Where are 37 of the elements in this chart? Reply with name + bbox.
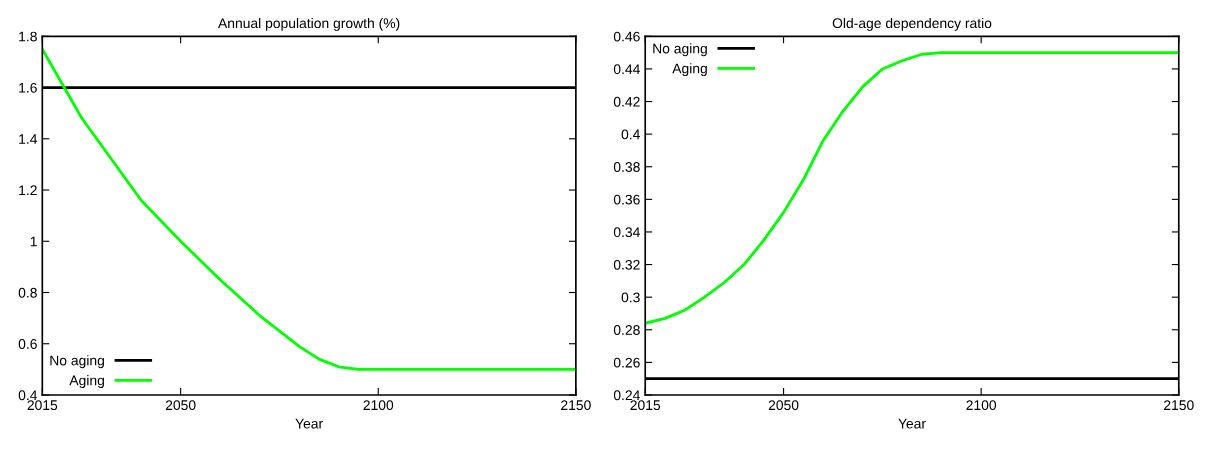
legend-label: Aging <box>69 375 104 389</box>
y-tick-label: 0.24 <box>613 390 640 401</box>
y-tick-label: 1.2 <box>19 185 37 196</box>
y-tick-label: 0.4 <box>18 390 38 401</box>
y-tick-label: 0.3 <box>621 292 640 303</box>
y-tick-label: 0.26 <box>613 357 640 368</box>
x-tick-label: 2015 <box>27 400 58 411</box>
y-tick-label: 0.46 <box>613 31 640 42</box>
x-tick-label: 2150 <box>561 400 591 411</box>
x-tick-label: 2015 <box>630 400 661 411</box>
x-tick-label: 2050 <box>768 400 799 411</box>
y-tick-label: 0.36 <box>613 194 640 205</box>
y-tick-label: 0.32 <box>613 259 640 270</box>
y-tick-label: 1.4 <box>19 134 38 144</box>
y-tick-label: 0.6 <box>18 339 37 349</box>
legend-label: No aging <box>50 355 104 369</box>
y-tick-label: 0.4 <box>621 129 640 140</box>
y-tick-label: 1 <box>30 236 37 247</box>
x-tick-label: 2050 <box>165 400 196 411</box>
y-tick-label: 0.34 <box>613 227 640 238</box>
y-tick-label: 0.38 <box>613 162 640 172</box>
chart-title: Old-age dependency ratio <box>832 17 992 31</box>
x-axis-title: Year <box>295 418 323 429</box>
x-axis-title: Year <box>898 418 926 429</box>
chart-title: Annual population growth (%) <box>218 17 400 31</box>
x-tick-label: 2100 <box>966 400 997 411</box>
y-tick-label: 1.8 <box>19 31 37 42</box>
y-tick-label: 1.6 <box>19 82 37 93</box>
y-tick-label: 0.42 <box>613 96 640 107</box>
line-series <box>42 47 576 371</box>
x-tick-label: 2150 <box>1164 400 1194 411</box>
legend-label: Aging <box>672 63 707 77</box>
x-tick-label: 2100 <box>363 400 394 411</box>
y-tick-label: 0.8 <box>18 287 37 298</box>
y-tick-label: 0.28 <box>613 325 640 335</box>
y-tick-label: 0.44 <box>613 64 640 75</box>
legend-label: No aging <box>653 43 707 57</box>
